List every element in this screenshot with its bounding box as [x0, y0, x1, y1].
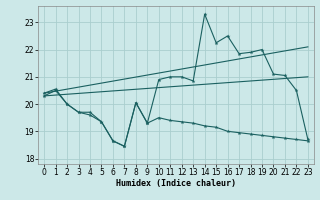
X-axis label: Humidex (Indice chaleur): Humidex (Indice chaleur)	[116, 179, 236, 188]
